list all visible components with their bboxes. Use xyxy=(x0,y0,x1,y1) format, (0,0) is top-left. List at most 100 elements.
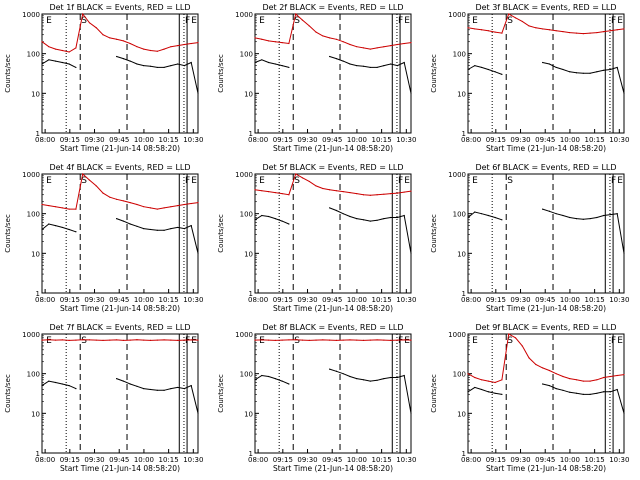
series-point xyxy=(542,28,544,30)
event-marker-label: E xyxy=(46,336,52,346)
series-point xyxy=(254,61,256,64)
series-point xyxy=(369,220,371,222)
series-point xyxy=(143,48,145,50)
series-point xyxy=(122,339,124,341)
plot-frame xyxy=(254,333,412,454)
series-point xyxy=(390,44,392,47)
series-point xyxy=(383,65,385,67)
series-point xyxy=(61,61,63,64)
x-tick-label: 10:15 xyxy=(159,296,179,304)
series-point xyxy=(396,43,399,46)
series-point xyxy=(596,31,598,34)
x-tick-label: 10:00 xyxy=(560,296,580,304)
series-point xyxy=(548,29,550,31)
event-marker-label: F xyxy=(611,16,616,26)
series-point xyxy=(508,333,510,335)
x-tick-label: 09:15 xyxy=(60,136,80,144)
x-tick-label: 09:45 xyxy=(109,456,129,464)
detector-panel: Det 9f BLACK = Events, RED = LLD 1 10 100 10… xyxy=(430,323,629,473)
event-marker-label: E xyxy=(259,16,265,26)
series-point xyxy=(136,385,138,387)
series-point xyxy=(329,368,331,370)
events-series-line xyxy=(254,368,412,414)
x-tick-label: 10:00 xyxy=(560,136,580,144)
series-point xyxy=(281,193,283,195)
x-axis-label: Start Time (21-Jun-14 08:58:20) xyxy=(60,304,180,313)
series-point xyxy=(356,46,358,48)
series-point xyxy=(569,391,571,393)
series-point xyxy=(48,223,50,225)
y-axis-label: Counts/sec xyxy=(4,54,12,93)
series-point xyxy=(467,68,469,71)
series-point xyxy=(501,32,503,34)
series-point xyxy=(149,65,152,67)
x-tick-label: 09:30 xyxy=(510,296,530,304)
series-point xyxy=(288,42,290,45)
x-tick-label: 10:15 xyxy=(585,136,605,144)
series-point xyxy=(322,339,324,341)
series-point xyxy=(376,339,378,341)
detector-panel: Det 5f BLACK = Events, RED = LLD 1 10 100 10… xyxy=(217,163,416,313)
series-point xyxy=(494,71,496,73)
series-point xyxy=(335,339,337,341)
series-point xyxy=(349,339,351,341)
series-point xyxy=(170,46,172,48)
event-marker-label: E xyxy=(259,336,265,346)
series-point xyxy=(315,185,317,187)
detector-panel: Det 2f BLACK = Events, RED = LLD 1 10 100 10… xyxy=(217,3,416,153)
plot-frame xyxy=(254,13,412,134)
event-marker-label: E' xyxy=(404,16,412,26)
x-tick-label: 10:00 xyxy=(347,296,367,304)
series-point xyxy=(102,339,104,341)
series-point xyxy=(616,213,618,215)
series-point xyxy=(61,339,63,341)
series-point xyxy=(82,173,84,175)
series-point xyxy=(555,373,557,375)
series-point xyxy=(75,47,77,49)
series-point xyxy=(548,210,550,212)
y-tick-label: 10 xyxy=(457,410,466,418)
series-point xyxy=(376,219,378,221)
x-tick-label: 10:15 xyxy=(372,296,392,304)
series-point xyxy=(342,41,344,43)
y-tick-label: 10 xyxy=(31,90,40,98)
event-marker-label: E xyxy=(46,176,52,186)
series-point xyxy=(474,376,476,379)
series-point xyxy=(267,215,270,218)
x-tick-label: 08:00 xyxy=(35,456,55,464)
series-point xyxy=(68,208,70,210)
series-point xyxy=(356,378,358,380)
series-point xyxy=(197,42,199,44)
series-point xyxy=(82,339,84,341)
series-point xyxy=(261,59,263,61)
y-tick-label: 10 xyxy=(31,250,40,258)
series-point xyxy=(410,42,412,44)
y-tick-label: 10 xyxy=(244,410,253,418)
x-tick-label: 08:00 xyxy=(35,136,55,144)
series-point xyxy=(267,40,270,42)
x-tick-label: 08:00 xyxy=(248,136,268,144)
series-point xyxy=(170,388,172,390)
x-tick-label: 09:30 xyxy=(84,296,104,304)
series-point xyxy=(376,194,378,196)
event-marker-label: E xyxy=(259,176,265,186)
x-tick-label: 10:30 xyxy=(183,456,203,464)
series-point xyxy=(356,218,358,220)
series-point xyxy=(403,214,405,217)
series-point xyxy=(562,68,564,71)
series-point xyxy=(274,191,276,194)
series-point xyxy=(582,218,584,220)
events-series-line xyxy=(254,207,412,254)
series-point xyxy=(362,219,365,221)
series-point xyxy=(54,339,57,341)
x-tick-label: 10:15 xyxy=(159,456,179,464)
series-point xyxy=(494,216,496,219)
series-point xyxy=(122,200,124,202)
series-point xyxy=(163,229,165,231)
series-point xyxy=(143,206,145,208)
series-point xyxy=(548,369,550,372)
series-point xyxy=(396,216,399,219)
event-marker-label: E xyxy=(472,336,478,346)
x-tick-label: 09:30 xyxy=(297,296,317,304)
